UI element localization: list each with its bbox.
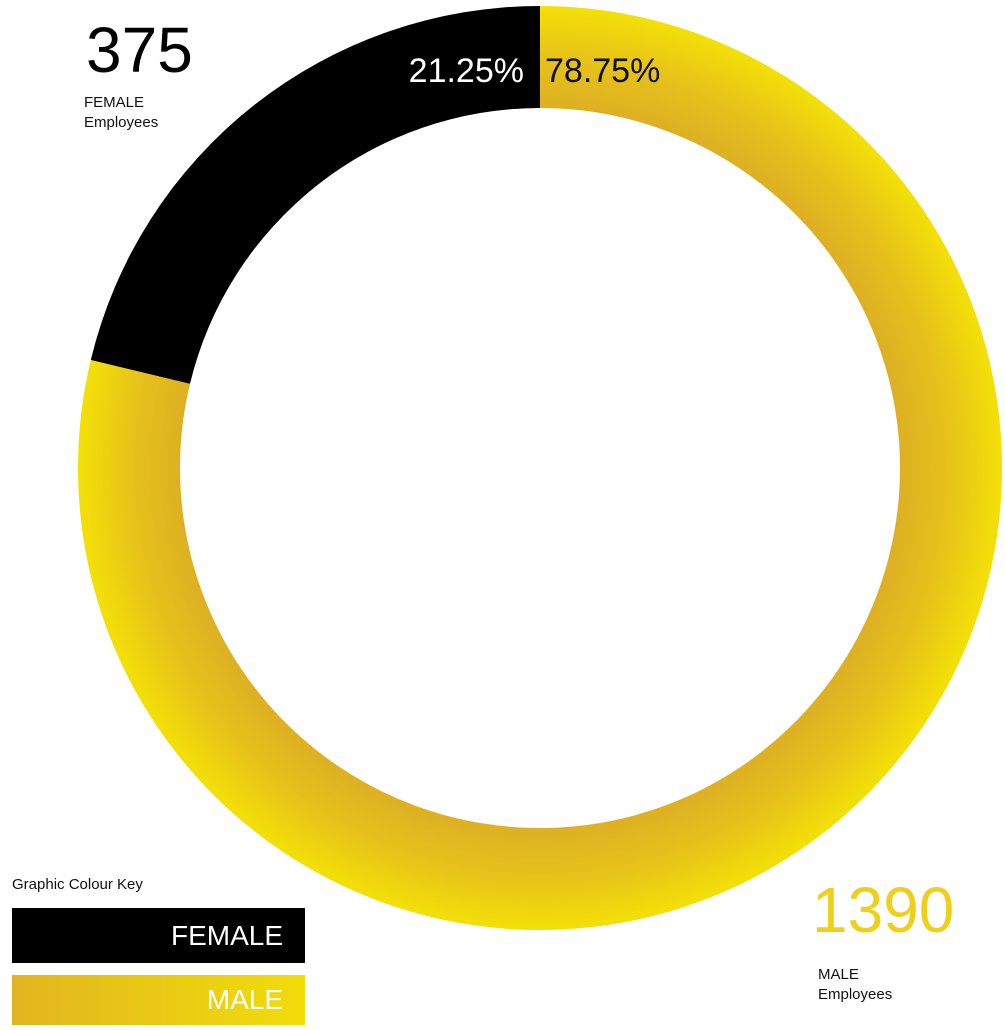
male-caption: MALE Employees <box>818 966 893 1003</box>
legend-title: Graphic Colour Key <box>12 876 143 893</box>
female-percent-label: 21.25% <box>409 52 524 90</box>
female-caption: FEMALE Employees <box>84 94 159 131</box>
legend-male-swatch: MALE <box>12 975 305 1025</box>
legend-female-label: FEMALE <box>170 920 283 951</box>
male-percent-label: 78.75% <box>545 52 660 90</box>
slice-female <box>90 6 541 384</box>
female-count: 375 <box>86 14 193 86</box>
male-count: 1390 <box>812 874 955 946</box>
legend-male-label: MALE <box>206 984 283 1015</box>
legend-female-swatch: FEMALE <box>12 908 305 963</box>
